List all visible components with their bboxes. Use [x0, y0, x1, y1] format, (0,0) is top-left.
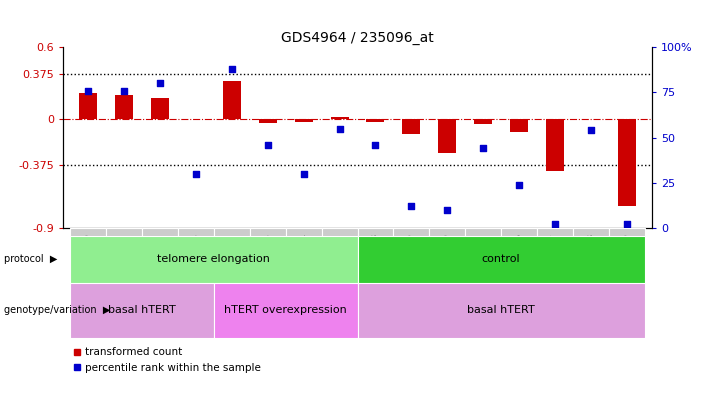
Bar [465, 228, 501, 334]
Bar [358, 228, 393, 334]
Bar [501, 228, 537, 334]
Bar [358, 283, 645, 338]
Bar [250, 228, 286, 334]
Text: basal hTERT: basal hTERT [108, 305, 176, 316]
Bar [429, 228, 465, 334]
Text: GSM1019110: GSM1019110 [83, 233, 93, 289]
Text: genotype/variation  ▶: genotype/variation ▶ [4, 305, 110, 316]
Text: telomere elongation: telomere elongation [158, 254, 271, 264]
Text: GSM1019106: GSM1019106 [515, 233, 524, 289]
Bar [79, 93, 97, 119]
Bar [573, 228, 609, 334]
Bar [331, 117, 348, 119]
Point [477, 145, 489, 152]
Bar [70, 283, 214, 338]
Bar [546, 119, 564, 171]
Bar [151, 98, 169, 119]
Point [370, 141, 381, 148]
Bar [70, 228, 106, 334]
Text: basal hTERT: basal hTERT [468, 305, 535, 316]
Text: GSM1019105: GSM1019105 [335, 233, 344, 289]
Text: GSM1019101: GSM1019101 [479, 233, 488, 289]
Point [334, 125, 345, 132]
Bar [510, 119, 528, 132]
Text: GSM1019099: GSM1019099 [407, 233, 416, 289]
Bar [259, 119, 277, 123]
Bar [294, 119, 313, 122]
Text: GSM1019098: GSM1019098 [371, 233, 380, 289]
Point [550, 221, 561, 228]
Text: GSM1019102: GSM1019102 [227, 233, 236, 289]
Text: hTERT overexpression: hTERT overexpression [224, 305, 347, 316]
Point [83, 87, 94, 94]
Bar [618, 119, 636, 206]
Bar [402, 119, 421, 134]
Point [585, 127, 597, 134]
Title: GDS4964 / 235096_at: GDS4964 / 235096_at [281, 31, 434, 45]
Legend: transformed count, percentile rank within the sample: transformed count, percentile rank withi… [68, 343, 265, 377]
Bar [286, 228, 322, 334]
Text: GSM1019104: GSM1019104 [299, 233, 308, 289]
Point [298, 171, 309, 177]
Bar [537, 228, 573, 334]
Point [513, 182, 524, 188]
Bar [609, 228, 645, 334]
Text: GSM1019109: GSM1019109 [622, 233, 632, 289]
Point [191, 171, 202, 177]
Bar [214, 283, 358, 338]
Bar [393, 228, 429, 334]
Bar [178, 228, 214, 334]
Text: GSM1019103: GSM1019103 [264, 233, 272, 289]
Text: GSM1019112: GSM1019112 [156, 233, 165, 289]
Point [154, 80, 165, 86]
Text: GSM1019108: GSM1019108 [587, 233, 595, 289]
Text: protocol  ▶: protocol ▶ [4, 254, 57, 264]
Bar [474, 119, 492, 124]
Text: control: control [482, 254, 520, 264]
Bar [438, 119, 456, 153]
Point [406, 203, 417, 209]
Point [226, 66, 238, 72]
Bar [70, 236, 358, 283]
Bar [115, 95, 133, 119]
Bar [367, 119, 384, 122]
Bar [322, 228, 358, 334]
Bar [142, 228, 178, 334]
Point [118, 87, 130, 94]
Bar [358, 236, 645, 283]
Bar [106, 228, 142, 334]
Text: GSM1019111: GSM1019111 [120, 233, 128, 289]
Text: GSM1019100: GSM1019100 [443, 233, 451, 289]
Point [621, 221, 632, 228]
Text: GSM1019107: GSM1019107 [550, 233, 559, 289]
Point [262, 141, 273, 148]
Text: GSM1019113: GSM1019113 [191, 233, 200, 289]
Point [442, 207, 453, 213]
Bar [214, 228, 250, 334]
Bar [223, 81, 241, 119]
